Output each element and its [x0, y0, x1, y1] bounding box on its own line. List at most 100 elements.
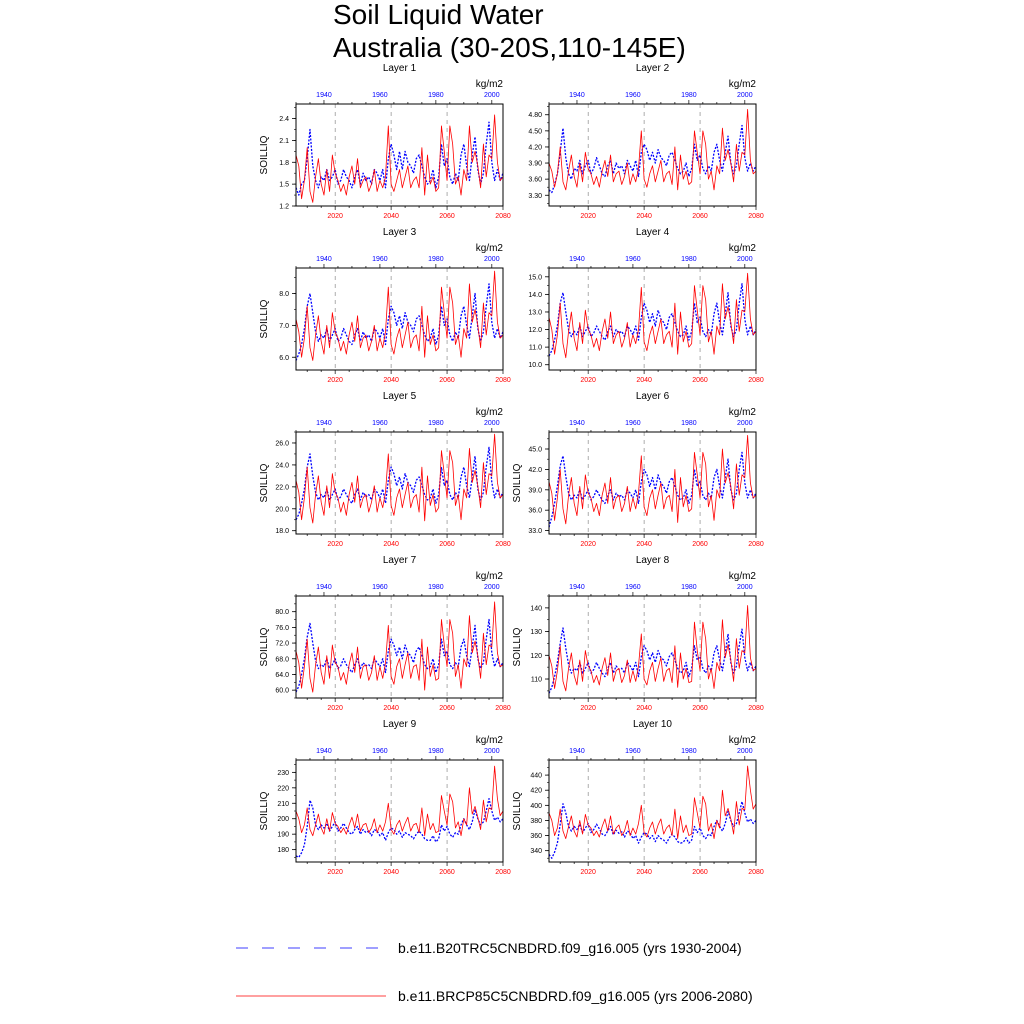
panel-6-xtick-top-label-2: 1960 — [625, 420, 641, 427]
panel-6-xtick-bottom-label-4: 2080 — [748, 541, 764, 548]
panel-7-units: kg/m2 — [476, 571, 504, 582]
panel-7-xtick-bottom-label-4: 2080 — [495, 705, 511, 712]
panel-5-ytick-label-5: 26.0 — [275, 440, 289, 447]
panel-10-xtick-top-label-2: 1960 — [625, 748, 641, 755]
panel-2-xtick-top-label-4: 2000 — [737, 92, 753, 99]
panel-9-xtick-top-label-2: 1960 — [372, 748, 388, 755]
panel-7: Layer 7 kg/m2 SOILLIQ 60.0 64.0 68.0 72.0 76.0 8… — [259, 555, 511, 712]
panel-5: Layer 5 kg/m2 SOILLIQ 18.0 20.0 22.0 24.0 26.0 1… — [259, 391, 511, 548]
panel-3-ytick-label-1: 6.0 — [279, 355, 289, 362]
panel-1: Layer 1 kg/m2 SOILLIQ 1.2 1.5 1.8 2.1 2.4 1940 19… — [259, 63, 511, 220]
panel-5-title: Layer 5 — [383, 391, 417, 402]
panel-5-xtick-top-label-1: 1940 — [316, 420, 332, 427]
panel-6-units: kg/m2 — [729, 407, 757, 418]
panel-4-xtick-bottom-label-2: 2040 — [636, 377, 652, 384]
panel-2-xtick-top-label-1: 1940 — [569, 92, 585, 99]
panel-3-title: Layer 3 — [383, 227, 417, 238]
panel-7-xtick-top-label-2: 1960 — [372, 584, 388, 591]
panel-6-frame — [548, 431, 757, 535]
panel-5-ylabel: SOILLIQ — [259, 463, 270, 502]
panel-9-ytick-label-5: 220 — [277, 785, 289, 792]
panel-3-xtick-top-label-4: 2000 — [484, 256, 500, 263]
panel-7-xtick-bottom-label-3: 2060 — [439, 705, 455, 712]
panel-8-ytick-label-2: 120 — [530, 653, 542, 660]
panel-6-ytick-label-4: 42.0 — [528, 467, 542, 474]
chart-title-line1: Soil Liquid Water — [333, 0, 544, 30]
panel-2-xtick-top-label-3: 1980 — [681, 92, 697, 99]
panel-7-xtick-top-label-4: 2000 — [484, 584, 500, 591]
panel-2-historical-series — [548, 124, 757, 194]
panel-9-ytick-label-1: 180 — [277, 847, 289, 854]
panel-7-xtick-bottom-label-1: 2020 — [327, 705, 343, 712]
panel-9-historical-series — [295, 797, 504, 859]
panel-8-xtick-top-label-2: 1960 — [625, 584, 641, 591]
panel-3-future-series — [295, 270, 504, 361]
panel-4: Layer 4 kg/m2 10.0 11.0 12.0 13.0 14.0 15.0 1940… — [528, 227, 764, 384]
panel-3-units: kg/m2 — [476, 243, 504, 254]
panel-7-ytick-label-6: 80.0 — [275, 609, 289, 616]
panel-3-xtick-top-label-3: 1980 — [428, 256, 444, 263]
panel-9-xtick-top-label-1: 1940 — [316, 748, 332, 755]
panel-2-xtick-top-label-2: 1960 — [625, 92, 641, 99]
panel-2-xtick-bottom-label-1: 2020 — [580, 213, 596, 220]
panel-2-ytick-label-5: 4.50 — [528, 128, 542, 135]
panel-10-xtick-top-label-3: 1980 — [681, 748, 697, 755]
panel-6-future-series — [548, 434, 757, 525]
panel-9-ytick-label-3: 200 — [277, 816, 289, 823]
panel-5-xtick-bottom-label-2: 2040 — [383, 541, 399, 548]
panel-6-xtick-bottom-label-1: 2020 — [580, 541, 596, 548]
chart-title-line2: Australia (30-20S,110-145E) — [333, 32, 686, 63]
panel-10-ytick-label-5: 420 — [530, 788, 542, 795]
panel-7-ylabel: SOILLIQ — [259, 627, 270, 666]
panel-4-xtick-top-label-4: 2000 — [737, 256, 753, 263]
panel-9-units: kg/m2 — [476, 735, 504, 746]
panel-7-xtick-top-label-3: 1980 — [428, 584, 444, 591]
panel-8: Layer 8 kg/m2 SOILLIQ 110 120 130 140 1940 1960 1… — [512, 555, 764, 712]
panel-8-units: kg/m2 — [729, 571, 757, 582]
panel-1-xtick-bottom-label-1: 2020 — [327, 213, 343, 220]
panel-4-xtick-top-label-2: 1960 — [625, 256, 641, 263]
panel-2-ytick-label-3: 3.90 — [528, 161, 542, 168]
panel-4-title: Layer 4 — [636, 227, 670, 238]
panel-5-units: kg/m2 — [476, 407, 504, 418]
panel-6-xtick-top-label-4: 2000 — [737, 420, 753, 427]
panel-1-future-series — [295, 114, 504, 203]
panel-3-xtick-bottom-label-3: 2060 — [439, 377, 455, 384]
panel-9-xtick-top-label-3: 1980 — [428, 748, 444, 755]
panel-4-xtick-bottom-label-3: 2060 — [692, 377, 708, 384]
panel-8-xtick-bottom-label-1: 2020 — [580, 705, 596, 712]
panel-10: Layer 10 kg/m2 SOILLIQ 340 360 380 400 420 440 19… — [512, 719, 764, 876]
panel-7-future-series — [295, 601, 504, 693]
panel-4-frame — [548, 267, 757, 371]
panel-4-ytick-label-5: 14.0 — [528, 292, 542, 299]
panel-8-ytick-label-3: 130 — [530, 629, 542, 636]
legend: b.e11.B20TRC5CNBDRD.f09_g16.005 (yrs 193… — [236, 940, 753, 1004]
panel-9-ytick-label-4: 210 — [277, 801, 289, 808]
panel-3-frame — [295, 267, 504, 371]
panel-5-xtick-bottom-label-1: 2020 — [327, 541, 343, 548]
panel-4-ytick-label-1: 10.0 — [528, 362, 542, 369]
panel-4-units: kg/m2 — [729, 243, 757, 254]
panel-10-units: kg/m2 — [729, 735, 757, 746]
panel-1-xtick-top-label-1: 1940 — [316, 92, 332, 99]
panel-3-xtick-bottom-label-1: 2020 — [327, 377, 343, 384]
panel-3: Layer 3 kg/m2 SOILLIQ 6.0 7.0 8.0 1940 1960 1980… — [259, 227, 511, 384]
panel-9-ylabel: SOILLIQ — [259, 791, 270, 830]
panel-10-xtick-bottom-label-3: 2060 — [692, 869, 708, 876]
panel-10-historical-series — [548, 800, 757, 859]
panel-1-xtick-top-label-4: 2000 — [484, 92, 500, 99]
panel-3-ytick-label-3: 8.0 — [279, 291, 289, 298]
panel-8-frame — [548, 595, 757, 699]
panel-1-frame — [295, 103, 504, 207]
panel-2-xtick-bottom-label-3: 2060 — [692, 213, 708, 220]
panel-6-xtick-top-label-3: 1980 — [681, 420, 697, 427]
panel-6-ylabel: SOILLIQ — [512, 463, 523, 502]
panel-1-xtick-bottom-label-3: 2060 — [439, 213, 455, 220]
panels-group: Layer 1 kg/m2 SOILLIQ 1.2 1.5 1.8 2.1 2.4 1940 19… — [259, 63, 764, 876]
panel-6-xtick-bottom-label-3: 2060 — [692, 541, 708, 548]
panel-8-ylabel: SOILLIQ — [512, 627, 523, 666]
panel-2: Layer 2 kg/m2 3.30 3.60 3.90 4.20 4.50 4.80 1940… — [528, 63, 764, 220]
panel-10-ytick-label-2: 360 — [530, 833, 542, 840]
legend-historical-label: b.e11.B20TRC5CNBDRD.f09_g16.005 (yrs 193… — [398, 940, 742, 956]
